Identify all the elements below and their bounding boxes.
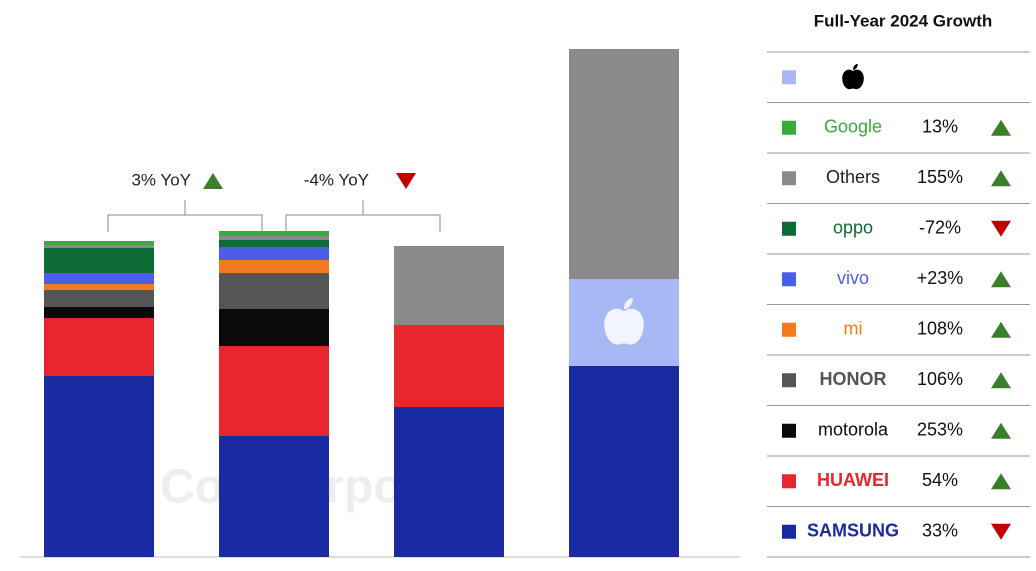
bar-segment: [219, 260, 329, 273]
legend-swatch: [782, 120, 796, 135]
growth-arrow: [991, 220, 1011, 237]
annotation: 3% YoY: [131, 170, 191, 189]
growth-arrow: [991, 271, 1011, 288]
growth-arrow: [991, 119, 1011, 136]
legend-label: motorola: [818, 420, 889, 440]
legend-swatch: [782, 373, 796, 388]
legend-label: Others: [826, 167, 880, 187]
legend-swatch: [782, 70, 796, 85]
legend-swatch: [782, 272, 796, 287]
bar-segment: [219, 309, 329, 346]
bar-segment: [44, 376, 154, 557]
growth-label: 54%: [922, 470, 958, 490]
legend-title: Full-Year 2024 Growth: [814, 11, 993, 30]
growth-label: -72%: [919, 218, 961, 238]
bar-segment: [394, 407, 504, 557]
legend-swatch: [782, 423, 796, 438]
bracket: [107, 200, 263, 232]
bar-segment: [394, 325, 504, 407]
legend-label: HUAWEI: [817, 470, 889, 490]
legend-label: mi: [844, 319, 863, 339]
apple-logo: [842, 63, 864, 90]
bracket: [285, 200, 441, 232]
bar-segment: [44, 284, 154, 290]
legend-label: oppo: [833, 218, 873, 238]
growth-label: 108%: [917, 319, 963, 339]
growth-label: 13%: [922, 117, 958, 137]
legend-label: SAMSUNG: [807, 521, 899, 541]
bar-segment: [219, 236, 329, 240]
growth-label: 253%: [917, 420, 963, 440]
bar-segment: [44, 318, 154, 376]
bar-segment: [44, 245, 154, 248]
growth-label: 106%: [917, 369, 963, 389]
growth-label: 33%: [922, 521, 958, 541]
bar-segment: [569, 49, 679, 279]
apple-logo: [604, 298, 644, 345]
bar-segment: [219, 247, 329, 260]
legend-swatch: [782, 524, 796, 539]
bar-segment: [44, 273, 154, 284]
legend-label: Google: [824, 117, 882, 137]
legend-swatch: [782, 474, 796, 489]
bar-segment: [219, 436, 329, 557]
annotation-arrow: [203, 173, 223, 189]
legend-label: HONOR: [820, 369, 887, 389]
legend-swatch: [782, 171, 796, 186]
legend-swatch: [782, 221, 796, 236]
legend-label: vivo: [837, 268, 869, 288]
bar-segment: [44, 307, 154, 318]
bar-segment: [44, 241, 154, 245]
bar-segment: [394, 246, 504, 325]
growth-arrow: [991, 321, 1011, 338]
bar-segment: [569, 366, 679, 557]
growth-arrow: [991, 170, 1011, 187]
growth-arrow: [991, 422, 1011, 439]
annotation-arrow: [396, 173, 416, 189]
bar-segment: [44, 290, 154, 307]
growth-arrow: [991, 523, 1011, 540]
annotation: -4% YoY: [304, 170, 369, 189]
bar-segment: [219, 273, 329, 309]
bar-segment: [219, 240, 329, 247]
bar-segment: [44, 248, 154, 273]
growth-label: 155%: [917, 167, 963, 187]
growth-label: +23%: [917, 268, 964, 288]
bar-segment: [219, 346, 329, 436]
growth-arrow: [991, 372, 1011, 389]
bar-segment: [219, 231, 329, 236]
legend-swatch: [782, 322, 796, 337]
growth-arrow: [991, 473, 1011, 490]
